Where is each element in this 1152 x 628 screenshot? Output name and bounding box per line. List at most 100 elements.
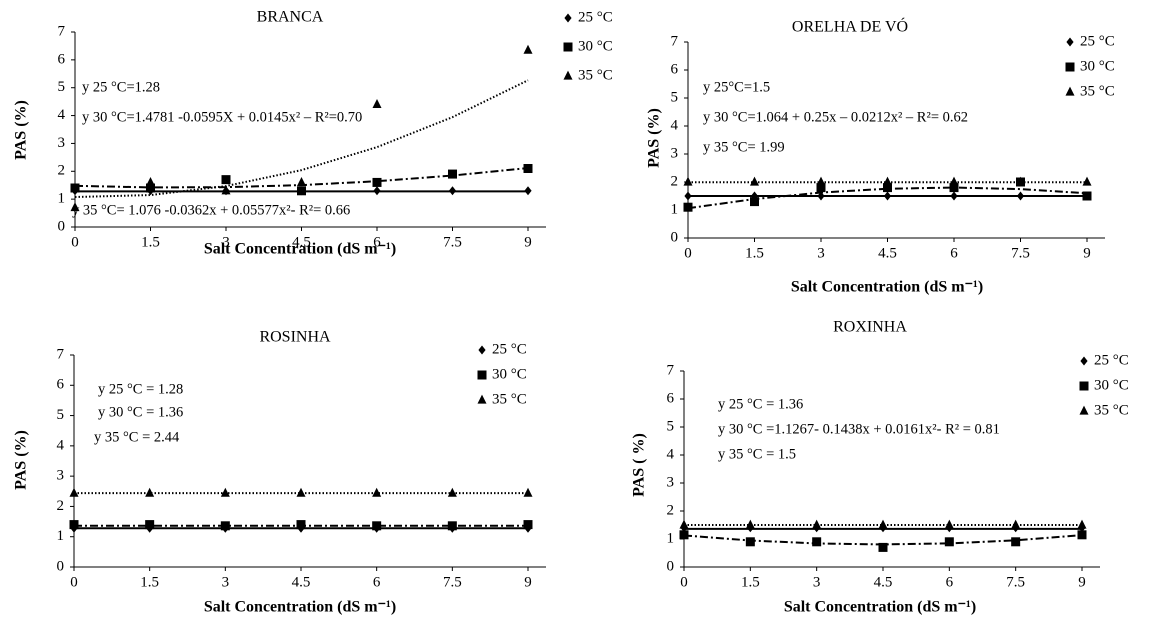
legend-label: 25 °C (1094, 352, 1129, 368)
marker (296, 487, 306, 497)
marker (448, 186, 457, 196)
y-axis-label: PAS (%) (646, 108, 663, 168)
y-tick-label: 0 (671, 229, 679, 245)
marker (883, 191, 892, 201)
y-tick-label: 5 (671, 89, 679, 105)
y-tick-label: 6 (667, 390, 675, 406)
marker (372, 177, 382, 187)
marker (563, 70, 573, 80)
y-tick-label: 4 (671, 117, 679, 133)
marker (679, 530, 689, 540)
x-tick-label: 4.5 (878, 245, 897, 261)
y-axis-label: PAS ( %) (631, 433, 648, 497)
marker (1065, 86, 1075, 96)
x-tick-label: 3 (222, 234, 230, 250)
marker (745, 519, 755, 529)
marker (146, 183, 155, 193)
marker (883, 176, 892, 186)
marker (523, 487, 533, 497)
x-axis-label: Salt Concentration (dS m⁻¹) (204, 599, 396, 616)
marker (372, 487, 382, 497)
marker (812, 537, 822, 547)
chart-title: ORELHA DE VÓ (792, 17, 908, 36)
x-axis-label: Salt Concentration (dS m⁻¹) (791, 279, 983, 296)
legend-label: 30 °C (492, 366, 527, 382)
y-tick-label: 1 (667, 530, 675, 546)
annotation: y 25°C=1.5 (703, 79, 770, 95)
y-tick-label: 5 (667, 418, 675, 434)
marker (221, 185, 231, 195)
marker (523, 164, 533, 173)
y-tick-label: 3 (57, 468, 65, 484)
y-tick-label: 3 (667, 474, 675, 490)
marker (878, 542, 888, 552)
x-tick-label: 7.5 (443, 234, 462, 250)
marker (816, 183, 826, 193)
x-tick-label: 9 (1083, 245, 1091, 261)
legend-label: 30 °C (1080, 58, 1115, 74)
annotation: y 35 °C= 1.076 -0.0362x + 0.05577x²- R²=… (72, 202, 350, 218)
legend-label: 35 °C (578, 67, 613, 83)
x-tick-label: 0 (684, 245, 692, 261)
x-tick-label: 4.5 (292, 234, 311, 250)
y-tick-label: 4 (58, 107, 66, 123)
y-tick-label: 4 (667, 446, 675, 462)
legend-label: 30 °C (578, 38, 613, 54)
annotation: y 25 °C = 1.28 (98, 381, 183, 397)
x-tick-label: 6 (946, 574, 954, 590)
marker (817, 191, 825, 201)
marker (1065, 62, 1075, 72)
marker (950, 191, 958, 201)
marker (1082, 191, 1092, 201)
chart-title: ROSINHA (259, 329, 331, 346)
legend-label: 25 °C (1080, 33, 1115, 49)
y-tick-label: 0 (667, 558, 675, 574)
marker (564, 13, 572, 23)
marker (1077, 530, 1087, 540)
marker (297, 177, 306, 187)
legend-label: 30 °C (1094, 377, 1129, 393)
marker (296, 520, 306, 530)
y-tick-label: 1 (57, 528, 65, 544)
x-axis-label: Salt Concentration (dS m⁻¹) (204, 241, 396, 258)
marker (478, 345, 486, 355)
marker (1082, 176, 1092, 186)
marker (447, 521, 457, 531)
annotation: y 30 °C=1.064 + 0.25x – 0.0212x² – R²= 0… (703, 109, 968, 125)
annotation: y 25 °C=1.28 (82, 79, 160, 95)
y-tick-label: 3 (671, 145, 679, 161)
marker (1016, 191, 1025, 201)
annotation: y 30 °C =1.1267- 0.1438x + 0.0161x²- R² … (718, 421, 1000, 437)
x-tick-label: 1.5 (741, 574, 760, 590)
marker (750, 197, 759, 207)
y-tick-label: 0 (57, 558, 65, 574)
marker (297, 186, 306, 196)
x-tick-label: 1.5 (745, 245, 764, 261)
y-axis-label: PAS (%) (13, 430, 30, 490)
annotation: y 35 °C = 1.5 (718, 446, 796, 462)
annotation: y 35 °C = 2.44 (94, 429, 180, 445)
x-tick-label: 3 (817, 245, 825, 261)
x-tick-label: 7.5 (443, 574, 462, 590)
legend-label: 35 °C (492, 391, 527, 407)
chart-title: BRANCA (257, 9, 324, 26)
marker (683, 202, 693, 212)
marker (750, 176, 759, 186)
x-tick-label: 3 (813, 574, 821, 590)
x-tick-label: 4.5 (292, 574, 311, 590)
y-tick-label: 4 (57, 437, 65, 453)
marker (524, 186, 532, 196)
marker (373, 186, 381, 196)
marker (1066, 37, 1074, 47)
marker (69, 487, 79, 497)
marker (1016, 176, 1025, 186)
marker (944, 537, 954, 547)
marker (145, 487, 155, 497)
trend-line (74, 79, 529, 199)
legend-label: 25 °C (578, 9, 613, 25)
marker (883, 183, 892, 193)
y-tick-label: 0 (58, 218, 66, 234)
marker (949, 176, 959, 186)
y-tick-label: 6 (58, 51, 66, 67)
